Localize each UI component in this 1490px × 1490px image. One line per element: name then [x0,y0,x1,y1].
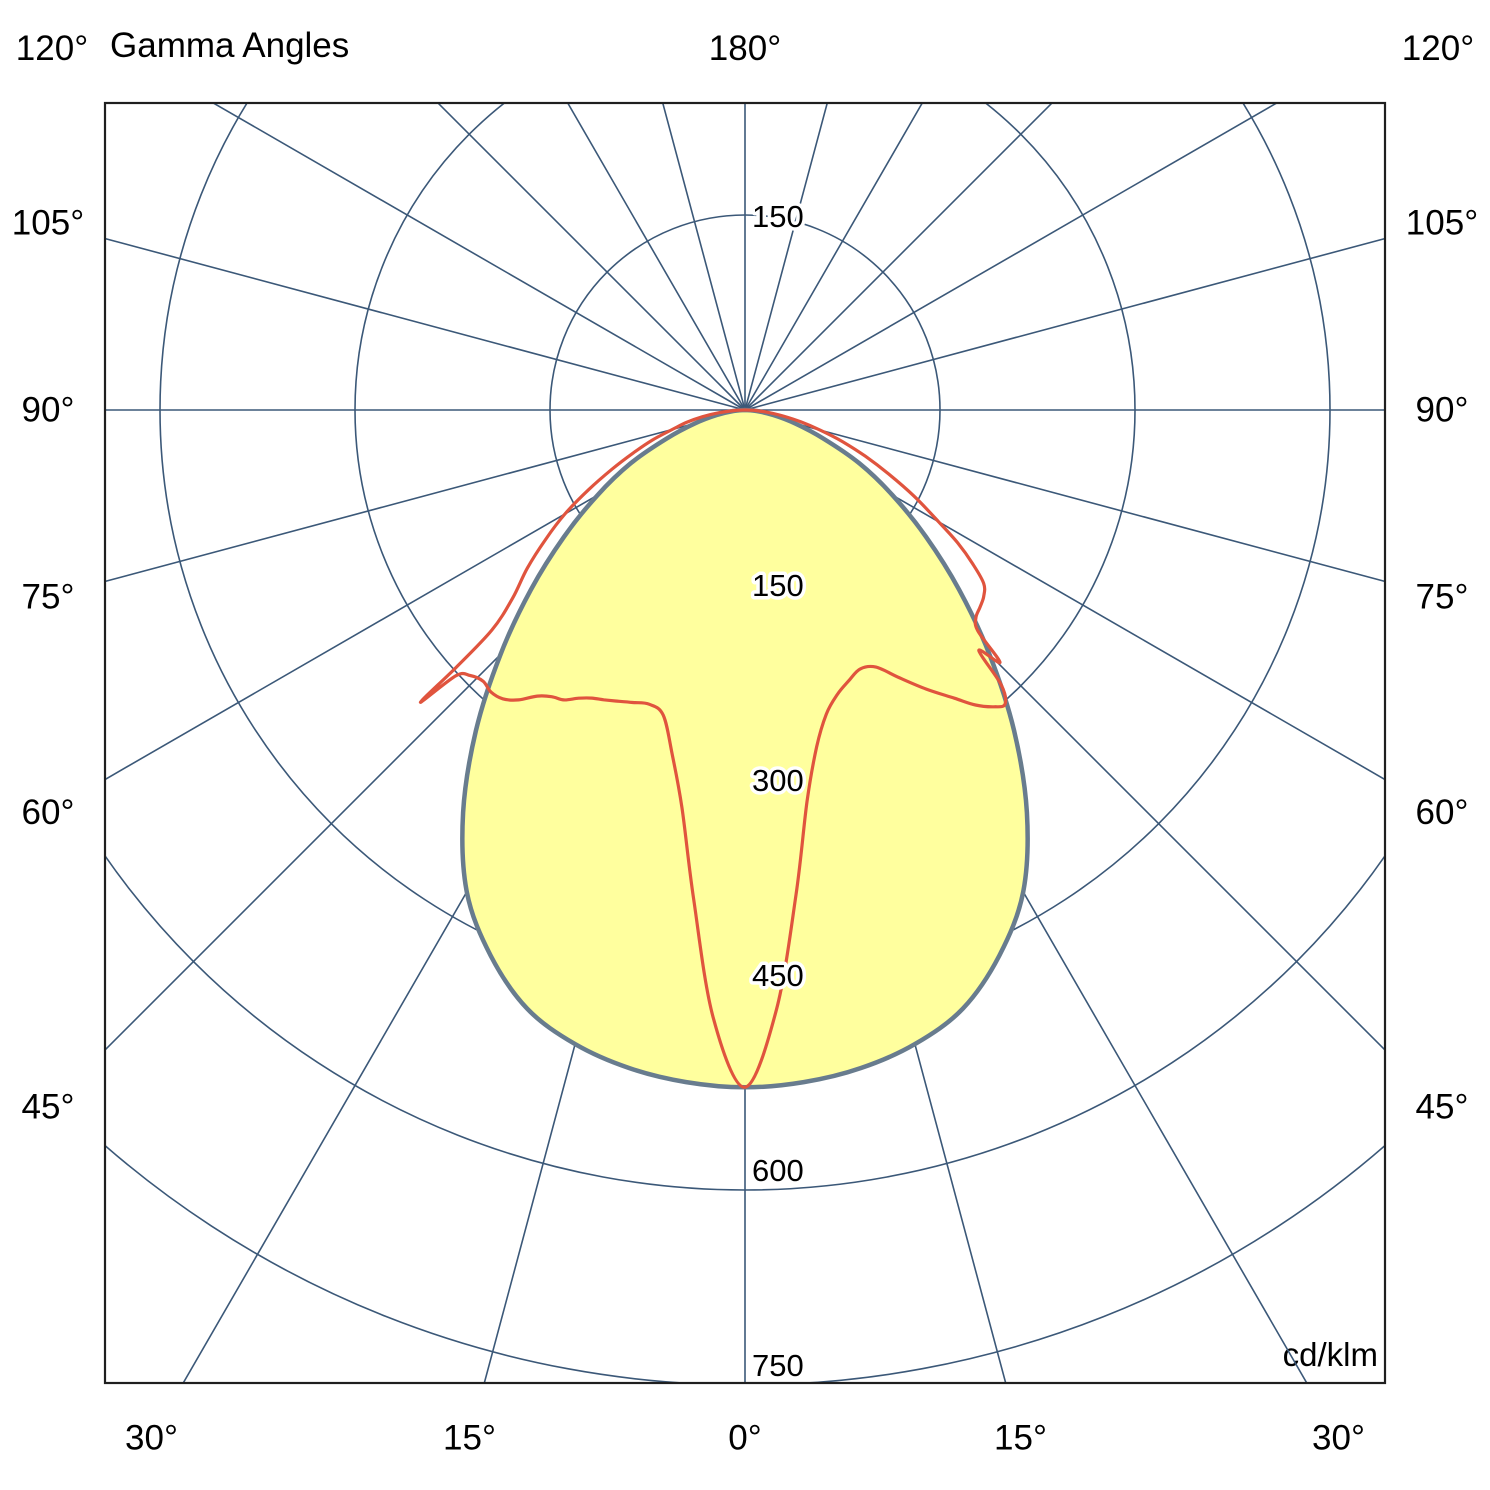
angle-label-bottom: 15° [443,1419,496,1458]
angle-label-bottom: 30° [125,1419,178,1458]
ring-label: 300 [752,763,804,798]
ring-label-top: 150 [752,199,804,234]
grid-ray [105,409,746,781]
angle-label-bottom: 15° [994,1419,1047,1458]
angle-label-left: 60° [22,793,75,832]
angle-label-right: 105° [1406,204,1478,243]
grid-ray [566,103,746,411]
angle-label-left: 90° [22,391,75,430]
ring-label: 150 [752,568,804,603]
angle-label-right: 45° [1416,1088,1469,1127]
grid-ray [744,409,1385,781]
plot-border [103,101,1387,1385]
solid-lobe-curve [460,407,1030,1090]
ring-label: 750 [752,1348,804,1383]
angle-label-bottom: 30° [1312,1419,1365,1458]
angle-label-left: 105° [12,204,84,243]
angle-label-180: 180° [709,29,781,68]
grid-ray [661,103,746,411]
angle-label-120-right: 120° [1402,29,1474,68]
ring-label: 600 [752,1153,804,1188]
ring-label: 450 [752,958,804,993]
angle-label-left: 75° [22,577,75,616]
angle-label-120-left: 120° [16,29,88,68]
grid-ray [105,237,746,411]
grid-ray [436,103,746,411]
unit-label: cd/klm [1282,1336,1378,1373]
grid-ray [744,103,1279,411]
grid-ray [744,409,1385,583]
grid-ray [744,103,924,411]
angle-label-right: 90° [1416,391,1469,430]
grid-ring [105,854,1385,1191]
grid-ray [744,103,1054,411]
angle-label-left: 45° [22,1088,75,1127]
grid-ray [744,103,829,411]
angle-label-bottom: 0° [728,1419,761,1458]
red-curve-curve [418,408,1008,1089]
grid-ray [211,103,746,411]
grid-ray [105,409,746,583]
chart-title: Gamma Angles [110,26,350,65]
grid-ray [744,237,1385,411]
angle-label-right: 60° [1416,793,1469,832]
angle-labels: 180° 120° 120° 105° 105° 90° 90° 75° 75° 60° 60° 45… [12,29,1478,1458]
angle-label-right: 75° [1416,577,1469,616]
ring-labels: 150 150 300 450 600 750 [749,196,808,1387]
